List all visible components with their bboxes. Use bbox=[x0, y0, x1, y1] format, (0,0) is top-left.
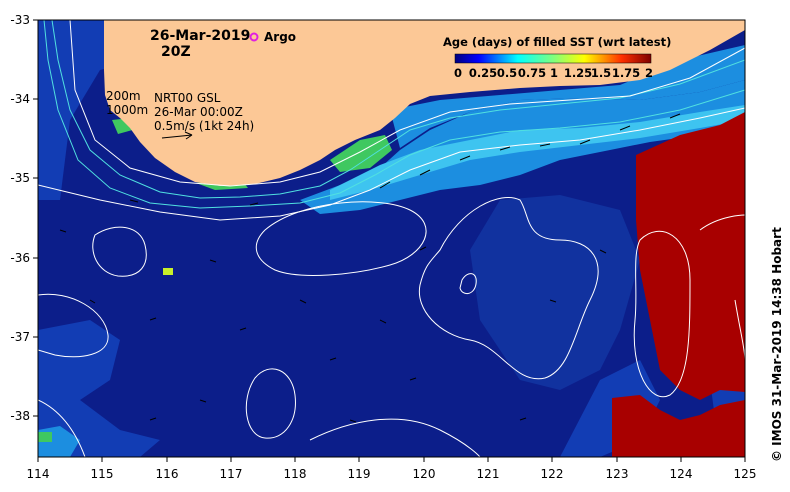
velocity-scale-arrow bbox=[161, 131, 193, 140]
red-region-east bbox=[636, 112, 745, 400]
y-tick-label: -35 bbox=[10, 171, 30, 185]
y-tick-label: -37 bbox=[10, 330, 30, 344]
legend-tick: 2 bbox=[645, 66, 653, 80]
y-axis-labels: -33 -34 -35 -36 -37 -38 bbox=[10, 13, 30, 423]
velocity-source-label: NRT00 GSL bbox=[154, 91, 221, 105]
x-axis-labels: 114 115 116 117 118 119 120 121 122 123 … bbox=[27, 467, 757, 481]
red-region-southeast bbox=[612, 395, 745, 457]
isobath-1000m bbox=[43, 20, 745, 209]
southwest-green-patch bbox=[38, 432, 52, 442]
x-tick-label: 121 bbox=[477, 467, 500, 481]
legend-tick: 0.75 bbox=[518, 66, 546, 80]
isobath-200m bbox=[51, 20, 745, 199]
isolated-yellow-patch bbox=[163, 268, 173, 275]
time-label: 20Z bbox=[161, 44, 191, 60]
legend-tick: 1.5 bbox=[591, 66, 611, 80]
x-tick-label: 122 bbox=[541, 467, 564, 481]
velocity-scale-label: 0.5m/s (1kt 24h) bbox=[154, 119, 254, 133]
x-tick-label: 125 bbox=[734, 467, 757, 481]
velocity-time-label: 26-Mar 00:00Z bbox=[154, 105, 243, 119]
coastal-green-patch bbox=[330, 135, 392, 172]
velocity-vectors bbox=[59, 113, 681, 423]
legend-colorbar bbox=[454, 53, 652, 64]
date-label: 26-Mar-2019 bbox=[150, 28, 250, 44]
credit-label: © IMOS 31-Mar-2019 14:38 Hobart bbox=[770, 227, 784, 462]
slope-current-core bbox=[330, 105, 745, 200]
legend-tick: 0.5 bbox=[497, 66, 517, 80]
y-tick-label: -38 bbox=[10, 409, 30, 423]
x-tick-label: 118 bbox=[284, 467, 307, 481]
y-tick-label: -34 bbox=[10, 92, 30, 106]
axis-ticks bbox=[33, 19, 746, 462]
plot-frame bbox=[37, 19, 746, 458]
ssh-contours bbox=[38, 20, 745, 457]
isobath-200m-label: 200m bbox=[106, 89, 141, 103]
map-field bbox=[38, 20, 745, 457]
x-tick-label: 114 bbox=[27, 467, 50, 481]
ocean-patch-central bbox=[470, 195, 640, 390]
x-tick-label: 116 bbox=[156, 467, 179, 481]
x-tick-label: 120 bbox=[413, 467, 436, 481]
x-tick-label: 123 bbox=[606, 467, 629, 481]
argo-marker-icon bbox=[249, 32, 259, 42]
y-tick-label: -36 bbox=[10, 251, 30, 265]
legend-tick: 1 bbox=[550, 66, 558, 80]
legend-tick: 0 bbox=[454, 66, 462, 80]
y-tick-label: -33 bbox=[10, 13, 30, 27]
isobath-1000m-label: 1000m bbox=[106, 103, 148, 117]
color-legend: Age (days) of filled SST (wrt latest) 0 … bbox=[443, 35, 671, 80]
ocean-patch-southwest bbox=[38, 320, 160, 457]
x-tick-label: 115 bbox=[91, 467, 114, 481]
legend-tick: 1.75 bbox=[612, 66, 640, 80]
argo-legend-label: Argo bbox=[264, 30, 296, 44]
legend-tick: 0.25 bbox=[469, 66, 497, 80]
x-tick-label: 117 bbox=[220, 467, 243, 481]
legend-title: Age (days) of filled SST (wrt latest) bbox=[443, 35, 671, 49]
ocean-patch-west bbox=[38, 20, 160, 200]
x-tick-label: 119 bbox=[348, 467, 371, 481]
legend-tick: 1.25 bbox=[564, 66, 592, 80]
x-tick-label: 124 bbox=[670, 467, 693, 481]
